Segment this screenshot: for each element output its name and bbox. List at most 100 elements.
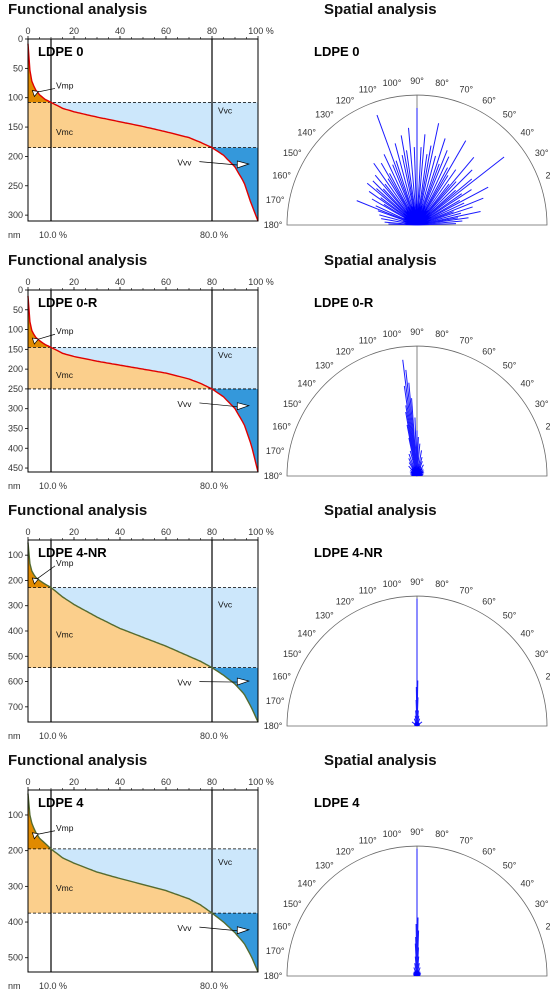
angle-label: 50° <box>503 110 517 120</box>
angle-label: 50° <box>503 611 517 621</box>
spatial-heading: Spatial analysis <box>324 252 437 269</box>
y-tick-label: 200 <box>8 575 23 585</box>
vmc-area <box>28 848 212 914</box>
angle-label: 30° <box>535 399 549 409</box>
charts-svg: 0 20 40 60 80 100 % 100 200 300 400 500 nm 10.0 % 80.… <box>8 777 550 991</box>
vmp-pointer <box>35 565 56 581</box>
vvc-label: Vvc <box>218 600 233 610</box>
angle-label: 120° <box>336 596 355 606</box>
angle-label: 110° <box>359 586 377 596</box>
sample-name-functional: LDPE 0 <box>38 44 84 59</box>
x-tick-label: 20 <box>69 277 79 287</box>
polar-frame <box>286 845 548 977</box>
angle-label: 170° <box>266 696 285 706</box>
functional-heading: Functional analysis <box>8 1 148 18</box>
x-tick-label: 100 % <box>248 277 274 287</box>
angle-label: 20° <box>546 922 550 932</box>
angle-label: 180° <box>264 471 283 481</box>
y-tick-label: 150 <box>8 344 23 354</box>
polar-dense-fill <box>401 202 432 225</box>
x-tick-label: 60 <box>161 277 171 287</box>
mr1-label: 10.0 % <box>39 481 67 491</box>
vvv-arrowhead <box>236 677 251 686</box>
mr2-label: 80.0 % <box>200 230 228 240</box>
angle-label: 50° <box>503 861 517 871</box>
charts-svg: 0 20 40 60 80 100 % 100 200 300 400 500 600 700 nm 10.… <box>8 527 550 741</box>
angle-label: 60° <box>482 346 496 356</box>
vmc-area <box>28 347 212 389</box>
x-tick-label: 0 <box>25 277 30 287</box>
angle-label: 40° <box>520 127 534 137</box>
vmc-label: Vmc <box>56 630 74 640</box>
angle-label: 30° <box>535 649 549 659</box>
vvv-area <box>212 147 258 221</box>
y-unit-label: nm <box>8 481 21 491</box>
vmc-area <box>28 102 212 148</box>
angle-label: 70° <box>459 836 473 846</box>
angle-label: 30° <box>535 148 549 158</box>
angle-label: 110° <box>359 836 377 846</box>
vmp-arrowhead <box>31 337 40 345</box>
y-tick-label: 700 <box>8 702 23 712</box>
y-unit-label: nm <box>8 981 21 991</box>
angle-label: 80° <box>435 579 449 589</box>
angle-label: 180° <box>264 721 283 731</box>
y-tick-label: 300 <box>8 601 23 611</box>
angle-label: 160° <box>272 672 291 682</box>
vmp-label: Vmp <box>56 558 74 568</box>
y-tick-label: 300 <box>8 210 23 220</box>
y-tick-label: 0 <box>18 34 23 44</box>
polar-ray <box>376 114 418 226</box>
vvv-label: Vvv <box>177 158 192 168</box>
angle-label: 70° <box>459 586 473 596</box>
y-tick-label: 400 <box>8 917 23 927</box>
x-tick-label: 20 <box>69 777 79 787</box>
polar-dense-fill <box>409 464 425 476</box>
angle-label: 60° <box>482 846 496 856</box>
polar-dense-fill <box>412 969 422 976</box>
vmp-pointer <box>35 88 56 93</box>
x-tick-label: 60 <box>161 527 171 537</box>
vvv-area <box>212 667 258 722</box>
angle-label: 150° <box>283 148 302 158</box>
angle-label: 100° <box>383 829 402 839</box>
angle-label: 170° <box>266 195 285 205</box>
angle-label: 90° <box>410 327 424 337</box>
vvv-arrowhead <box>236 926 251 935</box>
angle-label: 140° <box>297 378 316 388</box>
vvv-pointer <box>199 161 238 166</box>
sample-name-functional: LDPE 4-NR <box>38 545 107 560</box>
polar-ray <box>416 138 446 226</box>
vmp-area <box>28 542 51 588</box>
y-tick-label: 500 <box>8 953 23 963</box>
bearing-curve <box>27 295 259 473</box>
spatial-analysis-chart: 0°10°20°30°40°50°60°70°80°90°100°110°120… <box>264 795 550 981</box>
panel-4: Functional analysis Spatial analysis 0 20 40… <box>0 751 550 999</box>
y-tick-label: 100 <box>8 325 23 335</box>
angle-label: 120° <box>336 346 355 356</box>
panel-2: Functional analysis Spatial analysis 0 20 40… <box>0 251 550 499</box>
angle-label: 80° <box>435 329 449 339</box>
vmc-label: Vmc <box>56 127 74 137</box>
vvc-area <box>28 587 258 668</box>
vvc-label: Vvc <box>218 350 233 360</box>
angle-label: 100° <box>383 329 402 339</box>
angle-label: 170° <box>266 446 285 456</box>
angle-label: 70° <box>459 336 473 346</box>
x-tick-label: 80 <box>207 26 217 36</box>
x-tick-label: 20 <box>69 26 79 36</box>
functional-heading: Functional analysis <box>8 502 148 519</box>
x-tick-label: 40 <box>115 777 125 787</box>
y-tick-label: 100 <box>8 810 23 820</box>
vmc-area <box>28 587 212 668</box>
vmp-label: Vmp <box>56 80 74 90</box>
angle-label: 130° <box>315 110 334 120</box>
x-tick-label: 40 <box>115 26 125 36</box>
angle-label: 160° <box>272 922 291 932</box>
mr1-label: 10.0 % <box>39 981 67 991</box>
y-tick-label: 250 <box>8 181 23 191</box>
angle-label: 170° <box>266 946 285 956</box>
x-tick-label: 40 <box>115 527 125 537</box>
x-tick-label: 0 <box>25 527 30 537</box>
polar-frame <box>286 595 548 727</box>
